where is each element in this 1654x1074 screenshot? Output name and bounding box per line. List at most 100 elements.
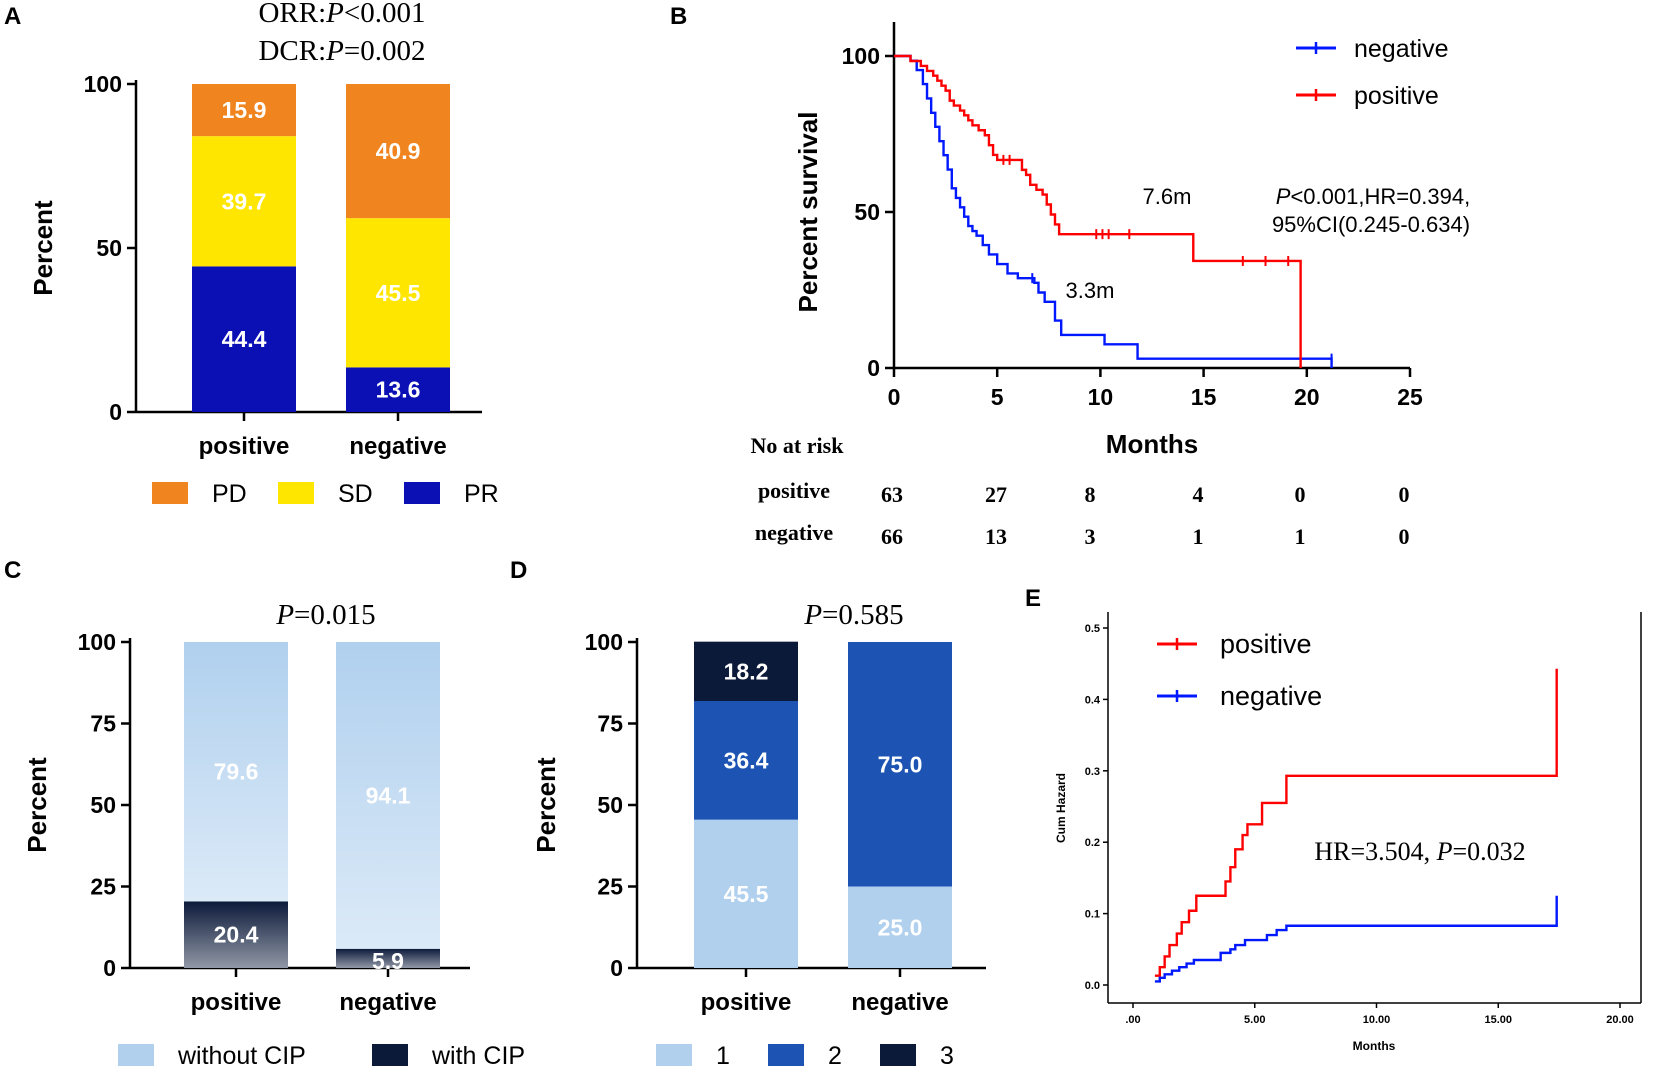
- stat-annotation-line1: P<0.001,HR=0.394,: [1276, 184, 1471, 209]
- x-tick-label: 20: [1294, 384, 1320, 410]
- y-tick-label: 50: [854, 199, 880, 225]
- y-tick-label: 75: [90, 711, 116, 737]
- risk-cell: 66: [881, 524, 903, 549]
- stat-title: ORR:P<0.001: [258, 0, 425, 29]
- bar-data-label: 18.2: [724, 658, 769, 684]
- x-tick-label: 25: [1397, 384, 1423, 410]
- panel-label-c: C: [4, 557, 21, 584]
- bar-segment-pr: [192, 266, 296, 412]
- y-tick-label: 25: [597, 874, 623, 900]
- x-tick-label: 0: [888, 384, 901, 410]
- y-tick-label: 100: [842, 43, 880, 69]
- median-label-negative: 3.3m: [1066, 278, 1115, 303]
- bar-segment-sd: [192, 136, 296, 267]
- y-tick-label: 100: [78, 629, 116, 655]
- x-tick-label: 20.00: [1606, 1014, 1634, 1026]
- y-tick-label: 100: [84, 71, 122, 97]
- bar-segment-shade: [336, 948, 440, 968]
- y-tick-label: 50: [96, 235, 122, 261]
- bar-data-label: 45.5: [724, 881, 769, 907]
- legend-swatch-sd: [278, 482, 314, 504]
- x-axis-label: Months: [1353, 1039, 1396, 1053]
- y-tick-label: 0.2: [1085, 837, 1100, 849]
- bar-segment-shade: [184, 642, 288, 902]
- hazard-curve-positive: [1154, 668, 1558, 977]
- y-axis-label: Cum Hazard: [1054, 773, 1068, 843]
- stat-annotation: HR=3.504, P=0.032: [1314, 837, 1525, 866]
- y-axis-label: Percent: [22, 757, 52, 853]
- risk-row-label: negative: [755, 520, 833, 545]
- bar-data-label: 44.4: [222, 326, 267, 352]
- legend-label: with CIP: [431, 1042, 525, 1070]
- legend-swatch-pr: [404, 482, 440, 504]
- risk-cell: 8: [1085, 482, 1096, 507]
- legend-swatch-1: [656, 1044, 692, 1066]
- bar-data-label: 39.7: [222, 188, 267, 214]
- x-tick-label: negative: [339, 989, 436, 1016]
- panel-label-d: D: [510, 557, 527, 584]
- x-tick-label: 15: [1191, 384, 1217, 410]
- legend-label: SD: [338, 480, 373, 508]
- legend-label: negative: [1220, 681, 1322, 711]
- hazard-curve-negative: [1154, 895, 1558, 983]
- median-label-positive: 7.6m: [1143, 184, 1192, 209]
- bar-segment-pd: [346, 84, 450, 219]
- x-tick-label: 5: [991, 384, 1004, 410]
- x-axis-label: Months: [1106, 429, 1198, 459]
- y-tick-label: 0: [610, 955, 623, 981]
- x-tick-label: negative: [851, 989, 948, 1016]
- stat-title: DCR:P=0.002: [258, 35, 425, 67]
- legend-label: without CIP: [177, 1042, 306, 1070]
- km-curve-negative: [894, 54, 1333, 368]
- y-tick-label: 50: [597, 792, 623, 818]
- y-tick-label: 0.3: [1085, 766, 1100, 778]
- x-tick-label: 10: [1088, 384, 1114, 410]
- legend-swatch-2: [768, 1044, 804, 1066]
- legend-label: 3: [940, 1042, 954, 1070]
- bar-data-label: 15.9: [222, 97, 267, 123]
- y-tick-label: 25: [90, 874, 116, 900]
- risk-cell: 3: [1085, 524, 1096, 549]
- panel-c: C 0 25 50 75 100 Percent positive 20.4 79.6 negati…: [4, 557, 525, 1070]
- panel-label-e: E: [1025, 585, 1041, 612]
- bar-segment-1: [848, 886, 952, 968]
- y-axis-label: Percent: [28, 200, 58, 296]
- panel-label-b: B: [670, 3, 687, 30]
- bar-data-label: 5.9: [372, 948, 404, 974]
- x-tick-label: positive: [191, 989, 282, 1016]
- y-tick-label: 0: [103, 955, 116, 981]
- y-tick-label: 75: [597, 711, 623, 737]
- bar-segment-3: [694, 641, 798, 702]
- risk-cell: 27: [985, 482, 1007, 507]
- panel-e: E 0.0 0.1 0.2 0.3 0.4 0.5 .00 5.00 10.00 15.00 20.0…: [1025, 585, 1642, 1053]
- risk-cell: 0: [1399, 482, 1410, 507]
- bar-segment-2: [694, 701, 798, 820]
- x-tick-label: positive: [701, 989, 792, 1016]
- risk-cell: 4: [1193, 482, 1204, 507]
- legend-label: 1: [716, 1042, 730, 1070]
- bar-segment-2: [848, 642, 952, 887]
- y-tick-label: 100: [585, 629, 623, 655]
- x-tick-label: 15.00: [1484, 1014, 1512, 1026]
- bar-data-label: 20.4: [214, 922, 259, 948]
- bar-segment-pr: [346, 367, 450, 412]
- x-tick-label: positive: [199, 433, 290, 460]
- bar-data-label: 36.4: [724, 747, 769, 773]
- panel-d: D 0 25 50 75 100 Percent positive 45.5 36.4 18.2 ne…: [510, 557, 986, 1070]
- y-tick-label: 0.5: [1085, 623, 1100, 635]
- bar-data-label: 75.0: [878, 751, 923, 777]
- bar-segment-pd: [192, 84, 296, 137]
- bar-data-label: 25.0: [878, 914, 923, 940]
- y-axis-label: Percent: [531, 757, 561, 853]
- stat-title: P=0.015: [275, 599, 375, 631]
- legend-label: PD: [212, 480, 247, 508]
- bar-data-label: 79.6: [214, 759, 259, 785]
- x-tick-label: .00: [1125, 1014, 1140, 1026]
- bar-segment-sd: [346, 218, 450, 368]
- risk-cell: 63: [881, 482, 903, 507]
- bar-segment-shade: [336, 642, 440, 949]
- bar-segment-1: [694, 819, 798, 968]
- km-curve-positive: [894, 54, 1302, 368]
- stat-annotation-line2: 95%CI(0.245-0.634): [1272, 212, 1470, 237]
